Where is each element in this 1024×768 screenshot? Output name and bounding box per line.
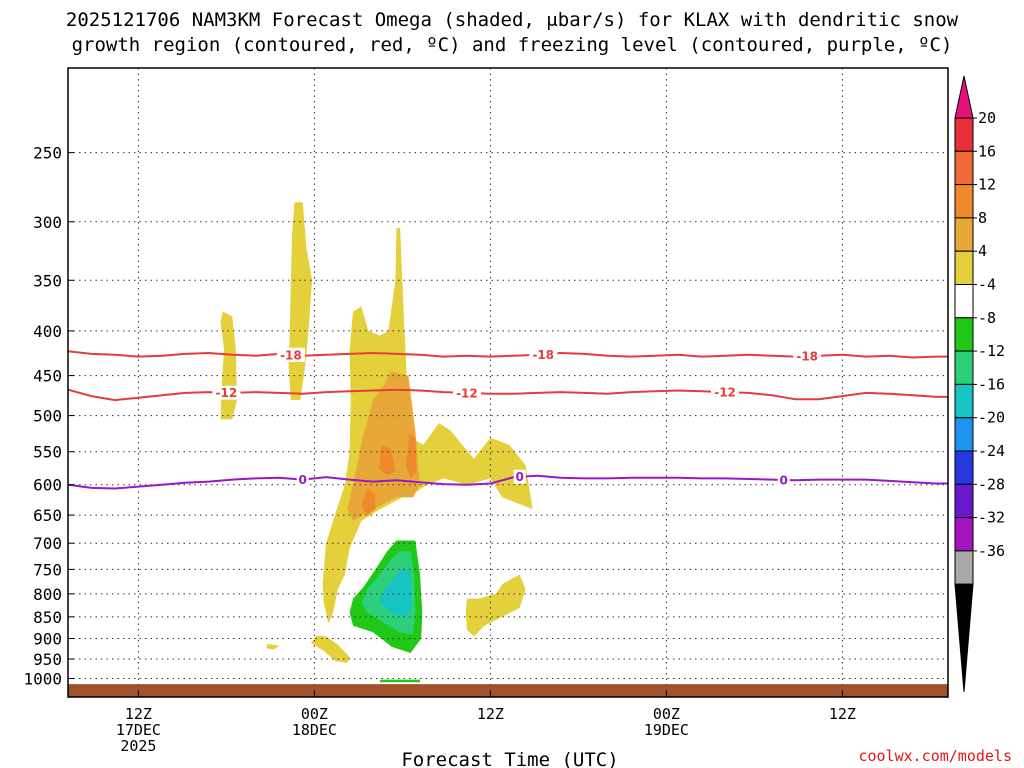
colorbar-swatch [954, 117, 974, 152]
colorbar-label: -4 [978, 276, 996, 294]
contour-label-bg [793, 349, 822, 364]
colorbar-swatch [954, 350, 974, 385]
omega-plus12-a [378, 444, 396, 476]
x-axis-label: Forecast Time (UTC) [401, 749, 618, 768]
y-tick-label: 950 [33, 650, 62, 669]
chart-title-line1: 2025121706 NAM3KM Forecast Omega (shaded… [66, 9, 959, 31]
y-tick-label: 1000 [23, 669, 62, 688]
contour-label: -12 [714, 386, 736, 400]
colorbar-bottom-arrow [954, 583, 974, 693]
colorbar-label: -8 [978, 309, 996, 327]
shaded-regions [220, 202, 533, 683]
y-tick-label: 550 [33, 443, 62, 462]
x-tick-label: 00Z [653, 705, 680, 723]
y-axis: 250 300 350 400 450 500 550 600 650 700 750 800 850 9… [23, 144, 74, 688]
colorbar-label: 12 [978, 176, 996, 194]
dgz-minus12-line [67, 388, 948, 402]
y-tick-label: 500 [33, 407, 62, 426]
omega-plus12-b [405, 434, 417, 479]
colorbar-swatch [954, 450, 974, 485]
colorbar-swatch [954, 284, 974, 319]
y-tick-label: 850 [33, 608, 62, 627]
y-tick-label: 300 [33, 213, 62, 232]
x-tick-label: 12Z [125, 705, 152, 723]
x-tick-label: 17DEC [116, 721, 161, 739]
omega-plus4-tall [288, 202, 313, 401]
colorbar-label: 4 [978, 242, 987, 260]
omega-plus4-west [220, 311, 237, 420]
contour-lines: -18 -18 -18 -12 -12 -12 0 0 0 [67, 347, 948, 490]
contour-label: -18 [280, 348, 302, 362]
y-tick-label: 650 [33, 506, 62, 525]
colorbar-swatch [954, 517, 974, 552]
colorbar-label: 8 [978, 209, 987, 227]
y-tick-label: 600 [33, 476, 62, 495]
colorbar-swatch [954, 184, 974, 219]
x-tick-label: 19DEC [644, 721, 689, 739]
colorbar-label: -36 [978, 542, 1005, 560]
x-tick-label: 12Z [477, 705, 504, 723]
colorbar-label: -32 [978, 509, 1005, 527]
omega-plus12-c [361, 487, 376, 516]
contour-label: 0 [516, 470, 524, 484]
contour-label-bg [296, 472, 309, 487]
x-tick-label: 12Z [829, 705, 856, 723]
colorbar-swatch [954, 417, 974, 452]
contour-label: -12 [456, 386, 478, 400]
colorbar-label: 16 [978, 142, 996, 160]
contour-label-bg [513, 469, 526, 484]
colorbar-swatch [954, 483, 974, 519]
colorbar-swatch [954, 250, 974, 285]
omega-plus4-main [322, 228, 533, 624]
colorbar-label: 20 [978, 109, 996, 127]
y-tick-label: 350 [33, 271, 62, 290]
colorbar-label: -20 [978, 409, 1005, 427]
contour-label-bg [529, 347, 558, 362]
gridlines [68, 68, 948, 697]
surface-terrain [68, 684, 948, 697]
colorbar-label: -16 [978, 375, 1005, 393]
colorbar-swatch [954, 217, 974, 252]
colorbar-swatch [954, 317, 974, 352]
colorbar-label: -12 [978, 342, 1005, 360]
colorbar-swatch [954, 150, 974, 186]
contour-label: -18 [532, 348, 554, 362]
y-tick-label: 400 [33, 322, 62, 341]
omega-plus4-east [465, 574, 526, 637]
contour-label: -12 [216, 386, 238, 400]
y-tick-label: 900 [33, 630, 62, 649]
y-tick-label: 450 [33, 367, 62, 386]
colorbar-label: -28 [978, 475, 1005, 493]
contour-label: 0 [298, 473, 306, 487]
chart-title-line2: growth region (contoured, red, ºC) and f… [72, 34, 953, 56]
colorbar: 20 16 12 8 4 -4 -8 -12 -16 -20 -24 -28 -32 -36 [954, 75, 1005, 693]
omega-plus4-low [310, 635, 350, 663]
colorbar-swatch [954, 383, 974, 419]
contour-label-bg [276, 347, 305, 362]
x-tick-label: 00Z [301, 705, 328, 723]
omega-minus12 [378, 569, 412, 617]
contour-label-bg [711, 385, 740, 400]
omega-plus4-speck [266, 644, 280, 650]
colorbar-swatch [954, 550, 974, 585]
contour-label: -18 [796, 350, 818, 364]
contour-label: 0 [780, 473, 788, 487]
credit-text: coolwx.com/models [858, 747, 1012, 765]
contour-label-bg [212, 385, 241, 400]
x-tick-label: 2025 [120, 737, 156, 755]
y-tick-label: 700 [33, 534, 62, 553]
colorbar-label: -24 [978, 442, 1005, 460]
y-tick-label: 800 [33, 585, 62, 604]
contour-label-bg [777, 472, 790, 487]
y-tick-label: 750 [33, 560, 62, 579]
y-tick-label: 250 [33, 144, 62, 163]
colorbar-top-arrow [954, 75, 974, 119]
omega-minus4-sfc [380, 679, 420, 683]
contour-label-bg [452, 385, 481, 400]
plot-frame [67, 67, 949, 698]
x-tick-label: 18DEC [292, 721, 337, 739]
